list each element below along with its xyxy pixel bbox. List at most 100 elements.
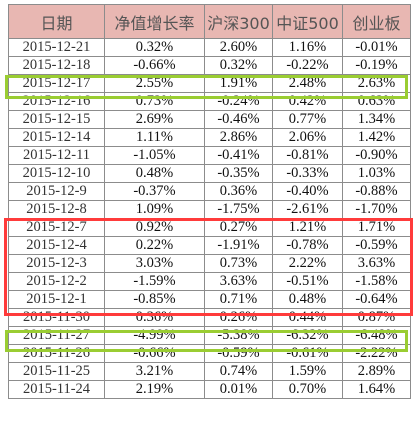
chinext-cell: 1.03% [342,164,411,183]
hs300-cell: 0.74% [204,362,273,381]
nav-growth-cell: 3.03% [104,254,205,273]
date-cell: 2015-12-8 [8,200,105,219]
csi500-cell: 0.77% [272,110,343,129]
date-cell: 2015-12-11 [8,146,105,165]
chinext-cell: 3.63% [342,254,411,273]
chinext-cell: -6.48% [342,326,411,345]
csi500-cell: 0.70% [272,380,343,399]
chinext-cell: 1.34% [342,110,411,129]
csi500-cell: -0.78% [272,236,343,255]
table-row: 2015-12-10 0.48% -0.35% -0.33% 1.03% [8,164,411,183]
hs300-cell: 0.71% [204,290,273,309]
chinext-cell: 2.63% [342,74,411,93]
csi500-cell: -0.33% [272,164,343,183]
table-row: 2015-12-8 1.09% -1.75% -2.61% -1.70% [8,200,411,219]
table-row: 2015-12-4 0.22% -1.91% -0.78% -0.59% [8,236,411,255]
chinext-cell: -1.70% [342,200,411,219]
csi500-cell: 0.42% [272,92,343,111]
csi500-cell: 1.59% [272,362,343,381]
nav-growth-cell: -0.85% [104,290,205,309]
header-chinext: 创业板 [342,4,411,39]
chinext-cell: -0.19% [342,56,411,75]
chinext-cell: 1.42% [342,128,411,147]
nav-growth-cell: 2.55% [104,74,205,93]
date-cell: 2015-12-1 [8,290,105,309]
hs300-cell: -0.59% [204,344,273,363]
hs300-cell: 0.27% [204,218,273,237]
hs300-cell: 2.86% [204,128,273,147]
hs300-cell: -1.91% [204,236,273,255]
table-row: 2015-12-2 -1.59% 3.63% -0.51% -1.58% [8,272,411,291]
chinext-cell: -0.59% [342,236,411,255]
nav-growth-cell: 0.92% [104,218,205,237]
chinext-cell: -1.58% [342,272,411,291]
hs300-cell: 3.63% [204,272,273,291]
chinext-cell: 1.71% [342,218,411,237]
table-row: 2015-11-30 0.36% 0.26% 0.44% 0.87% [8,308,411,327]
nav-growth-cell: 1.09% [104,200,205,219]
date-cell: 2015-12-3 [8,254,105,273]
table-row: 2015-12-3 3.03% 0.73% 2.22% 3.63% [8,254,411,273]
hs300-cell: 0.26% [204,308,273,327]
csi500-cell: 0.48% [272,290,343,309]
date-cell: 2015-11-27 [8,326,105,345]
csi500-cell: -0.40% [272,182,343,201]
csi500-cell: 2.22% [272,254,343,273]
nav-growth-cell: -0.37% [104,182,205,201]
hs300-cell: -0.35% [204,164,273,183]
csi500-cell: 2.48% [272,74,343,93]
nav-growth-cell: 3.21% [104,362,205,381]
hs300-cell: 0.01% [204,380,273,399]
date-cell: 2015-12-18 [8,56,105,75]
hs300-cell: 2.60% [204,38,273,57]
table-row: 2015-12-17 2.55% 1.91% 2.48% 2.63% [8,74,411,93]
csi500-cell: 2.06% [272,128,343,147]
table-row: 2015-12-7 0.92% 0.27% 1.21% 1.71% [8,218,411,237]
date-cell: 2015-11-24 [8,380,105,399]
csi500-cell: 0.44% [272,308,343,327]
header-nav-growth: 净值增长率 [104,4,205,39]
date-cell: 2015-12-16 [8,92,105,111]
table-row: 2015-12-9 -0.37% 0.36% -0.40% -0.88% [8,182,411,201]
chinext-cell: -0.64% [342,290,411,309]
chinext-cell: 1.64% [342,380,411,399]
table-row: 2015-12-14 1.11% 2.86% 2.06% 1.42% [8,128,411,147]
returns-table: 日期 净值增长率 沪深300 中证500 创业板 2015-12-21 0.32%… [8,4,411,399]
hs300-cell: -0.46% [204,110,273,129]
date-cell: 2015-11-25 [8,362,105,381]
nav-growth-cell: 0.36% [104,308,205,327]
csi500-cell: 1.21% [272,218,343,237]
header-date: 日期 [8,4,105,39]
csi500-cell: -0.51% [272,272,343,291]
table-row: 2015-12-11 -1.05% -0.41% -0.81% -0.90% [8,146,411,165]
date-cell: 2015-11-26 [8,344,105,363]
chinext-cell: -0.01% [342,38,411,57]
table-row: 2015-11-25 3.21% 0.74% 1.59% 2.89% [8,362,411,381]
csi500-cell: -6.32% [272,326,343,345]
date-cell: 2015-12-15 [8,110,105,129]
table-row: 2015-12-18 -0.66% 0.32% -0.22% -0.19% [8,56,411,75]
nav-growth-cell: 2.19% [104,380,205,399]
nav-growth-cell: 0.48% [104,164,205,183]
date-cell: 2015-12-14 [8,128,105,147]
chinext-cell: 0.87% [342,308,411,327]
csi500-cell: -0.22% [272,56,343,75]
table-row: 2015-12-15 2.69% -0.46% 0.77% 1.34% [8,110,411,129]
csi500-cell: -0.81% [272,146,343,165]
table-row: 2015-12-1 -0.85% 0.71% 0.48% -0.64% [8,290,411,309]
nav-growth-cell: 1.11% [104,128,205,147]
table-row: 2015-11-26 -0.66% -0.59% -0.61% -2.22% [8,344,411,363]
chinext-cell: -0.88% [342,182,411,201]
chinext-cell: -2.22% [342,344,411,363]
csi500-cell: -2.61% [272,200,343,219]
hs300-cell: -1.75% [204,200,273,219]
date-cell: 2015-12-4 [8,236,105,255]
chinext-cell: 2.89% [342,362,411,381]
hs300-cell: 0.36% [204,182,273,201]
date-cell: 2015-12-21 [8,38,105,57]
date-cell: 2015-12-7 [8,218,105,237]
date-cell: 2015-12-17 [8,74,105,93]
hs300-cell: -0.41% [204,146,273,165]
hs300-cell: 1.91% [204,74,273,93]
table-row: 2015-11-24 2.19% 0.01% 0.70% 1.64% [8,380,411,399]
